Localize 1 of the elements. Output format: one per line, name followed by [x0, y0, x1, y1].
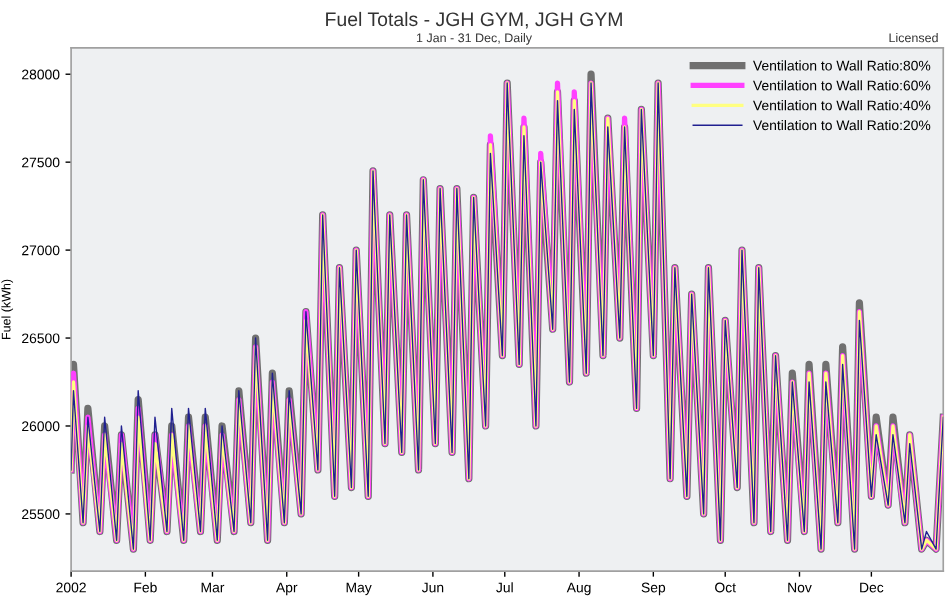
chart-title: Fuel Totals - JGH GYM, JGH GYM — [326, 11, 622, 29]
